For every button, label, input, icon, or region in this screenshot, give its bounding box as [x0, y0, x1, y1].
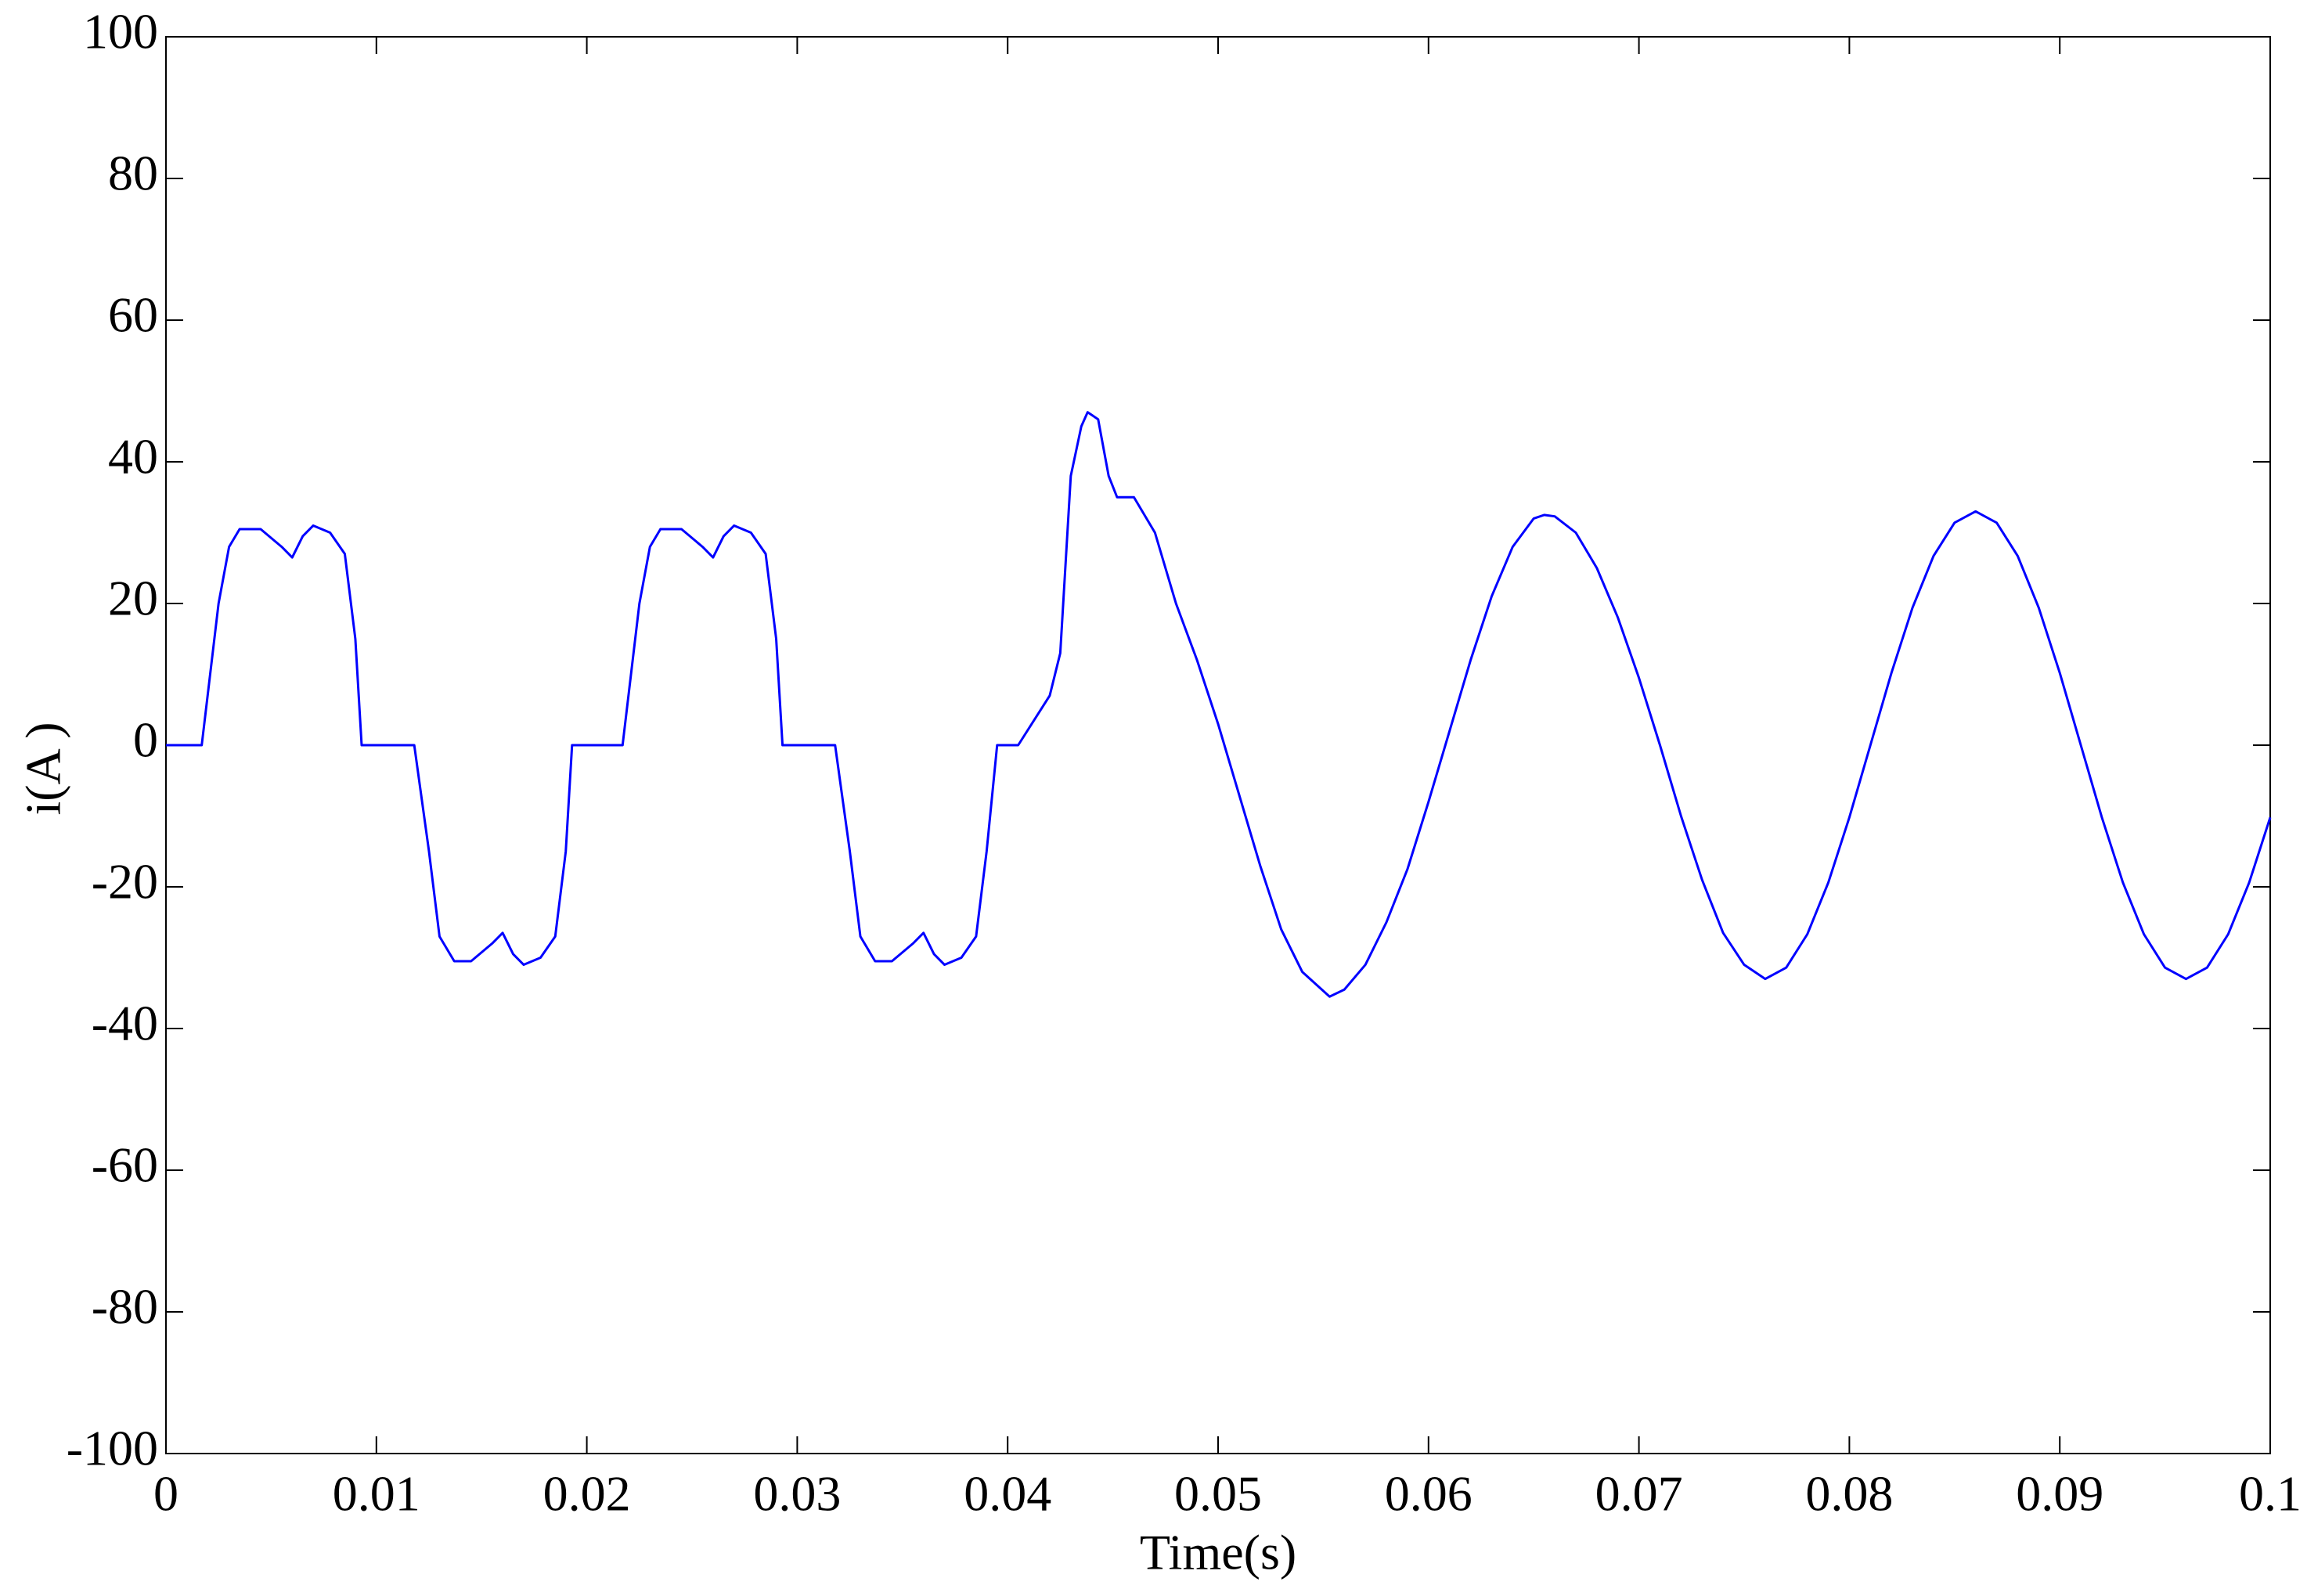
- x-tick-label: 0.04: [964, 1466, 1051, 1522]
- y-tick-label: -40: [92, 996, 158, 1051]
- x-tick-label: 0.01: [333, 1466, 420, 1522]
- x-axis-label: Time(s): [1140, 1525, 1296, 1580]
- y-tick-label: -60: [92, 1137, 158, 1193]
- y-tick-label: 60: [108, 287, 158, 343]
- x-tick-label: 0.07: [1595, 1466, 1683, 1522]
- x-tick-label: 0.08: [1805, 1466, 1893, 1522]
- y-tick-label: 0: [133, 712, 158, 768]
- y-tick-label: 40: [108, 429, 158, 485]
- x-tick-label: 0.06: [1385, 1466, 1473, 1522]
- y-tick-label: -80: [92, 1279, 158, 1335]
- y-tick-label: -20: [92, 854, 158, 910]
- y-tick-label: 100: [83, 4, 158, 59]
- y-tick-label: 80: [108, 146, 158, 201]
- x-tick-label: 0.02: [543, 1466, 631, 1522]
- y-tick-label: 20: [108, 571, 158, 626]
- x-tick-label: 0.05: [1174, 1466, 1262, 1522]
- y-tick-label: -100: [67, 1421, 158, 1476]
- line-series: [166, 411, 2272, 998]
- x-tick-label: 0.03: [753, 1466, 841, 1522]
- x-tick-label: 0.09: [2016, 1466, 2103, 1522]
- x-tick-label: 0.1: [2239, 1466, 2302, 1522]
- y-axis-label: i(A ): [16, 722, 71, 815]
- x-tick-label: 0: [153, 1466, 178, 1522]
- plot-frame: [165, 36, 2271, 1454]
